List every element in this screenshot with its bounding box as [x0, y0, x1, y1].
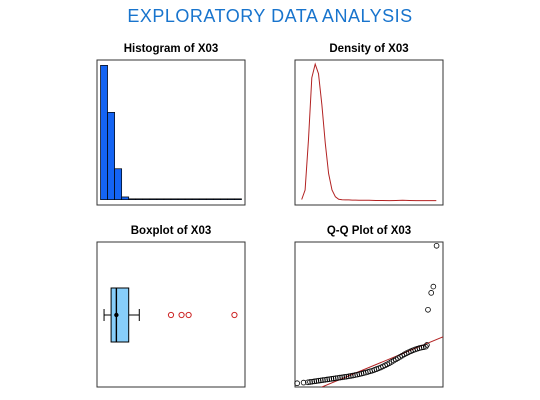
- histogram-bar: [213, 199, 220, 200]
- histogram-bar: [199, 199, 206, 200]
- boxplot-outlier: [232, 312, 237, 317]
- histogram-bar: [150, 199, 157, 200]
- histogram-bar: [227, 199, 234, 200]
- histogram-bar: [136, 199, 143, 200]
- histogram-bar: [206, 199, 213, 200]
- boxplot-mean: [114, 313, 118, 317]
- histogram-bar: [122, 197, 129, 200]
- histogram-bar: [129, 199, 136, 200]
- qq-point: [431, 284, 436, 289]
- boxplot-outlier: [186, 312, 191, 317]
- histogram-bar: [164, 199, 171, 200]
- histogram-bar: [101, 65, 108, 199]
- plot-frame-3: [295, 242, 443, 387]
- boxplot-outlier: [179, 312, 184, 317]
- boxplot-box: [111, 288, 129, 342]
- plot-frame-1: [295, 60, 443, 205]
- histogram-bar: [171, 199, 178, 200]
- density-curve: [302, 64, 437, 201]
- histogram-bar: [234, 199, 241, 200]
- histogram-bar: [192, 199, 199, 200]
- histogram-bar: [157, 199, 164, 200]
- histogram-bar: [108, 112, 115, 199]
- histogram-bar: [220, 199, 227, 200]
- histogram-bar: [115, 169, 122, 200]
- histogram-bar: [185, 199, 192, 200]
- qq-point: [429, 290, 434, 295]
- boxplot-outlier: [168, 312, 173, 317]
- histogram-bar: [143, 199, 150, 200]
- qq-point: [434, 243, 439, 248]
- qq-point: [426, 307, 431, 312]
- histogram-bar: [178, 199, 185, 200]
